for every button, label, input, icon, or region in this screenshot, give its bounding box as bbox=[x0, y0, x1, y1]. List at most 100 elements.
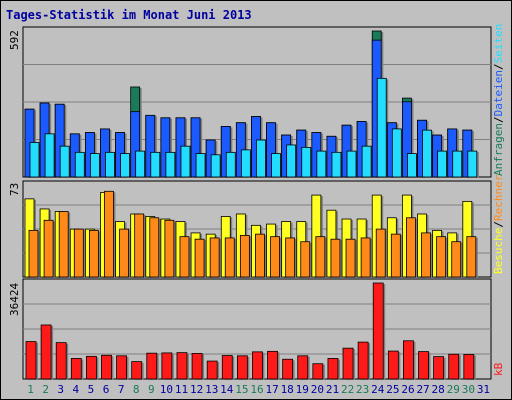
seiten-bar bbox=[195, 153, 206, 178]
rechner-bar bbox=[390, 233, 401, 278]
day-label: 7 bbox=[118, 383, 125, 396]
chart-title: Tages-Statistik im Monat Juni 2013 bbox=[6, 8, 252, 22]
rechner-bar bbox=[179, 236, 190, 278]
day-label: 15 bbox=[235, 383, 248, 396]
kb-bar bbox=[161, 352, 173, 380]
day-label: 9 bbox=[148, 383, 155, 396]
day-label: 4 bbox=[73, 383, 80, 396]
rechner-bar bbox=[285, 237, 296, 278]
day-label: 6 bbox=[103, 383, 110, 396]
seiten-bar bbox=[437, 150, 448, 178]
kb-bar bbox=[282, 358, 294, 380]
kb-bar bbox=[403, 340, 414, 380]
rechner-bar bbox=[315, 236, 326, 278]
day-label: 23 bbox=[356, 383, 369, 396]
seiten-bar bbox=[240, 149, 251, 178]
rechner-bar bbox=[224, 237, 235, 278]
kb-bar bbox=[25, 341, 37, 380]
day-label: 2 bbox=[42, 383, 49, 396]
rechner-bar bbox=[436, 236, 447, 278]
kb-bar bbox=[40, 324, 52, 380]
seiten-bar bbox=[120, 153, 130, 178]
rechner-bar bbox=[58, 211, 69, 278]
day-label: 8 bbox=[133, 383, 140, 396]
seiten-bar bbox=[452, 150, 463, 178]
rechner-bar bbox=[119, 228, 129, 278]
day-label: 26 bbox=[401, 383, 414, 396]
kb-bar bbox=[357, 341, 369, 380]
kb-bar bbox=[252, 351, 263, 380]
rechner-bar bbox=[360, 237, 371, 278]
kb-bar bbox=[191, 353, 203, 380]
seiten-bar bbox=[165, 151, 176, 178]
kb-bar bbox=[448, 353, 460, 380]
dateien-bar bbox=[402, 101, 412, 178]
day-label: 12 bbox=[190, 383, 203, 396]
dateien-bar bbox=[145, 114, 156, 178]
dateien-bar bbox=[190, 117, 201, 178]
kb-bar bbox=[70, 358, 82, 380]
kb-bar bbox=[85, 355, 97, 380]
seiten-bar bbox=[59, 145, 70, 178]
rechner-bar bbox=[28, 229, 39, 278]
kb-bar bbox=[372, 282, 384, 380]
rechner-bar bbox=[255, 233, 265, 278]
seiten-bar bbox=[407, 153, 417, 178]
day-label: 22 bbox=[341, 383, 354, 396]
rechner-bar bbox=[149, 217, 160, 278]
rechner-bar bbox=[164, 219, 175, 278]
dateien-bar bbox=[54, 103, 65, 178]
rechner-bar bbox=[194, 238, 205, 278]
seiten-bar bbox=[74, 151, 85, 178]
rechner-bar bbox=[73, 228, 84, 278]
rechner-bar bbox=[330, 238, 341, 278]
kb-bar bbox=[433, 356, 445, 380]
seiten-bar bbox=[286, 144, 297, 178]
seiten-bar bbox=[89, 153, 100, 178]
day-label: 31 bbox=[477, 383, 490, 396]
rechner-bar bbox=[104, 190, 114, 278]
kb-bar bbox=[116, 355, 127, 380]
dateien-bar bbox=[220, 126, 231, 178]
day-label: 21 bbox=[326, 383, 339, 396]
rechner-bar bbox=[209, 237, 220, 278]
day-label: 13 bbox=[205, 383, 218, 396]
day-label: 18 bbox=[281, 383, 294, 396]
seiten-bar bbox=[29, 142, 40, 178]
kb-bar bbox=[312, 363, 324, 380]
seiten-bar bbox=[301, 147, 312, 178]
seiten-bar bbox=[376, 77, 387, 178]
rechner-bar bbox=[406, 217, 416, 278]
rechner-bar bbox=[375, 228, 386, 278]
kb-bar bbox=[463, 354, 475, 380]
day-label: 25 bbox=[386, 383, 399, 396]
kb-bar bbox=[297, 355, 309, 380]
seiten-bar bbox=[346, 150, 357, 178]
kb-bar bbox=[146, 352, 158, 380]
seiten-bar bbox=[271, 153, 281, 178]
kb-bar bbox=[387, 350, 399, 380]
seiten-bar bbox=[422, 129, 432, 178]
seiten-bar bbox=[225, 151, 236, 178]
day-label: 5 bbox=[88, 383, 95, 396]
seiten-bar bbox=[210, 154, 221, 178]
day-label: 24 bbox=[371, 383, 385, 396]
dateien-bar bbox=[160, 117, 171, 178]
day-label: 27 bbox=[416, 383, 429, 396]
rechner-bar bbox=[421, 232, 431, 278]
seiten-bar bbox=[391, 128, 402, 178]
dateien-bar bbox=[130, 111, 141, 178]
day-label: 1 bbox=[27, 383, 34, 396]
seiten-bar bbox=[135, 150, 146, 178]
kb-bar bbox=[418, 351, 429, 380]
dateien-bar bbox=[266, 122, 276, 178]
seiten-bar bbox=[44, 133, 55, 178]
kb-bar bbox=[342, 347, 354, 380]
day-label: 11 bbox=[175, 383, 188, 396]
seiten-bar bbox=[331, 151, 342, 178]
seiten-bar bbox=[316, 150, 327, 178]
seiten-bar bbox=[256, 139, 266, 178]
kb-bar bbox=[327, 358, 339, 380]
seiten-bar bbox=[467, 150, 478, 178]
kb-bar bbox=[267, 350, 278, 380]
